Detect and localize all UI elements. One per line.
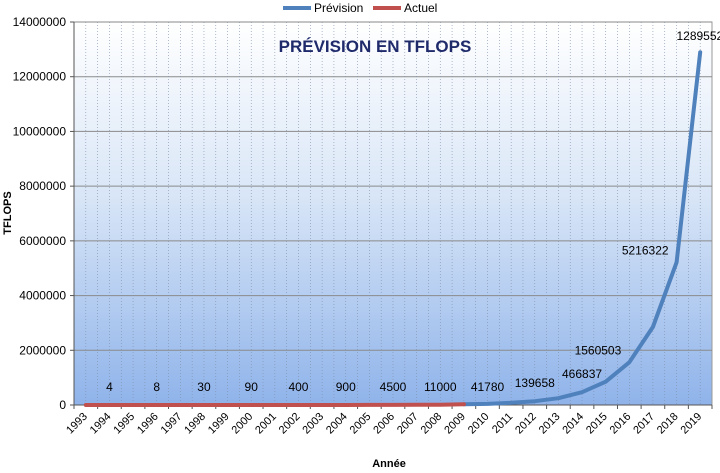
x-tick-label: 2012 [513, 411, 539, 437]
data-labels: 4 8 30 90 400 900 4500 11000 41780 139658 466837 15… [106, 29, 720, 394]
x-tick-label: 2005 [348, 411, 374, 437]
x-tick-label: 2003 [300, 411, 326, 437]
legend-label-actuel: Actuel [404, 1, 437, 15]
y-tick-label: 2000000 [19, 343, 66, 357]
x-tick-label: 2010 [466, 411, 492, 437]
data-label: 4 [106, 380, 113, 394]
y-tick-label: 4000000 [19, 289, 66, 303]
data-label: 30 [197, 380, 211, 394]
x-tick-label: 2018 [655, 411, 681, 437]
data-label: 5216322 [622, 243, 669, 257]
data-label: 11000 [424, 380, 457, 394]
data-label: 1560503 [575, 343, 622, 357]
y-tick-label: 8000000 [19, 179, 66, 193]
x-tick-label: 2013 [537, 411, 563, 437]
y-tick-label: 10000000 [13, 124, 67, 138]
data-label: 12895528 [676, 29, 720, 43]
x-tick-label: 2000 [230, 411, 256, 437]
x-tick-label: 1993 [64, 411, 90, 437]
y-tick-label: 14000000 [13, 15, 67, 29]
data-label: 41780 [471, 380, 505, 394]
series-line-prevision [461, 50, 703, 407]
x-tick-label: 2008 [419, 411, 445, 437]
x-tick-label: 2002 [277, 411, 303, 437]
x-axis-title: Année [372, 458, 406, 470]
x-tick-label: 1999 [206, 411, 232, 437]
y-tick-label: 0 [59, 398, 66, 412]
grid [74, 21, 712, 405]
data-label: 139658 [515, 376, 555, 390]
x-tick-label: 2017 [631, 411, 657, 437]
x-tick-label: 1998 [182, 411, 208, 437]
data-label: 466837 [562, 367, 602, 381]
series-line-actuel [83, 402, 466, 407]
data-label: 400 [288, 380, 308, 394]
x-tick-label: 2014 [560, 411, 586, 437]
data-label: 90 [245, 380, 259, 394]
x-tick-label: 1997 [159, 411, 185, 437]
legend-label-prevision: Prévision [314, 1, 363, 15]
x-tick-label: 2009 [442, 411, 468, 437]
data-label: 4500 [380, 380, 407, 394]
x-tick-label: 1995 [111, 411, 137, 437]
x-tick-label: 1996 [135, 411, 161, 437]
x-tick-label: 2016 [608, 411, 634, 437]
x-tick-label: 2001 [253, 411, 279, 437]
x-tick-label: 2007 [395, 411, 421, 437]
x-tick-label: 2019 [679, 411, 705, 437]
series-lines [83, 50, 703, 407]
data-label: 8 [153, 380, 160, 394]
x-tick-label: 1994 [88, 411, 114, 437]
y-tick-label: 12000000 [13, 70, 67, 84]
x-tick-label: 2004 [324, 411, 350, 437]
data-label: 900 [336, 380, 356, 394]
x-tick-label: 2015 [584, 411, 610, 437]
y-tick-label: 6000000 [19, 234, 66, 248]
x-tick-label: 2006 [371, 411, 397, 437]
x-tick-label: 2011 [490, 411, 515, 436]
chart-title: PRÉVISION EN TFLOPS [279, 37, 472, 56]
legend: Prévision Actuel [283, 1, 437, 15]
y-axis-title: TFLOPS [2, 191, 14, 234]
